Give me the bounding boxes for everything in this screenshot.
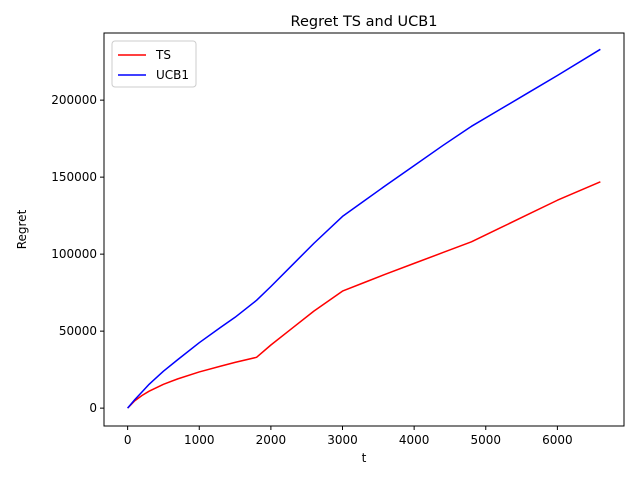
x-tick-label: 1000	[184, 433, 215, 447]
y-tick-label: 200000	[51, 93, 97, 107]
x-tick-label: 5000	[470, 433, 501, 447]
axes-frame	[103, 32, 625, 427]
y-tick-label: 50000	[59, 324, 97, 338]
x-tick-label: 3000	[327, 433, 358, 447]
x-axis-label: t	[362, 451, 367, 465]
x-tick-label: 4000	[399, 433, 430, 447]
legend: TS UCB1	[111, 40, 197, 88]
series-line-ucb1	[127, 48, 601, 409]
y-tick-label: 0	[89, 401, 97, 415]
legend-label: TS	[155, 48, 171, 62]
y-axis-label: Regret	[15, 209, 29, 249]
series-line-ts	[127, 181, 601, 409]
chart-title: Regret TS and UCB1	[291, 14, 438, 30]
x-axis: 0 1000 2000 3000 4000 5000 6000	[124, 426, 573, 447]
x-tick-label: 2000	[256, 433, 287, 447]
y-tick-label: 150000	[51, 170, 97, 184]
legend-label: UCB1	[156, 68, 189, 82]
plot-marks	[127, 48, 601, 409]
x-tick-label: 0	[124, 433, 132, 447]
y-tick-label: 100000	[51, 247, 97, 261]
x-tick-label: 6000	[542, 433, 573, 447]
y-axis: 0 50000 100000 150000 200000	[51, 93, 104, 415]
